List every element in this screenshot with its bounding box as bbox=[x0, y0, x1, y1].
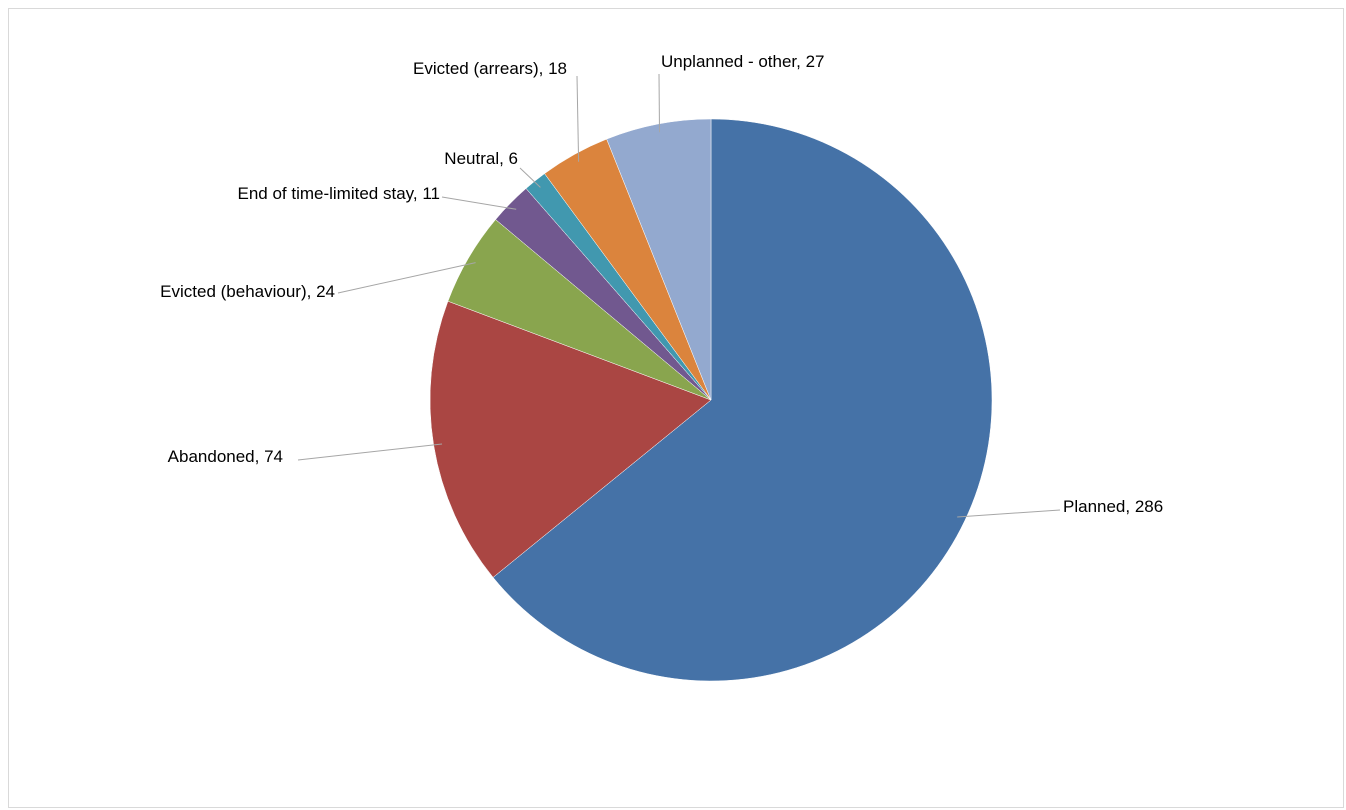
leader-line bbox=[576, 75, 580, 162]
pie-slices bbox=[429, 118, 993, 682]
label-abandoned: Abandoned, 74 bbox=[168, 447, 283, 466]
pie-slice-planned bbox=[492, 118, 993, 682]
leader-line bbox=[337, 262, 476, 294]
label-evicted-behaviour: Evicted (behaviour), 24 bbox=[160, 282, 335, 301]
leader-line bbox=[441, 196, 517, 210]
label-planned: Planned, 286 bbox=[1063, 497, 1163, 516]
data-labels: Planned, 286 Abandoned, 74 Evicted (beha… bbox=[160, 52, 1163, 516]
leader-lines bbox=[297, 73, 1061, 518]
pie-slice-unplanned-other bbox=[606, 118, 712, 401]
leader-line bbox=[297, 443, 443, 461]
label-end-of-time-limited-stay: End of time-limited stay, 11 bbox=[237, 184, 440, 203]
label-evicted-arrears: Evicted (arrears), 18 bbox=[413, 59, 567, 78]
leader-line bbox=[957, 509, 1061, 518]
leader-line bbox=[658, 73, 660, 133]
label-neutral: Neutral, 6 bbox=[444, 149, 518, 168]
leader-line bbox=[519, 167, 541, 188]
label-unplanned-other: Unplanned - other, 27 bbox=[661, 52, 825, 71]
